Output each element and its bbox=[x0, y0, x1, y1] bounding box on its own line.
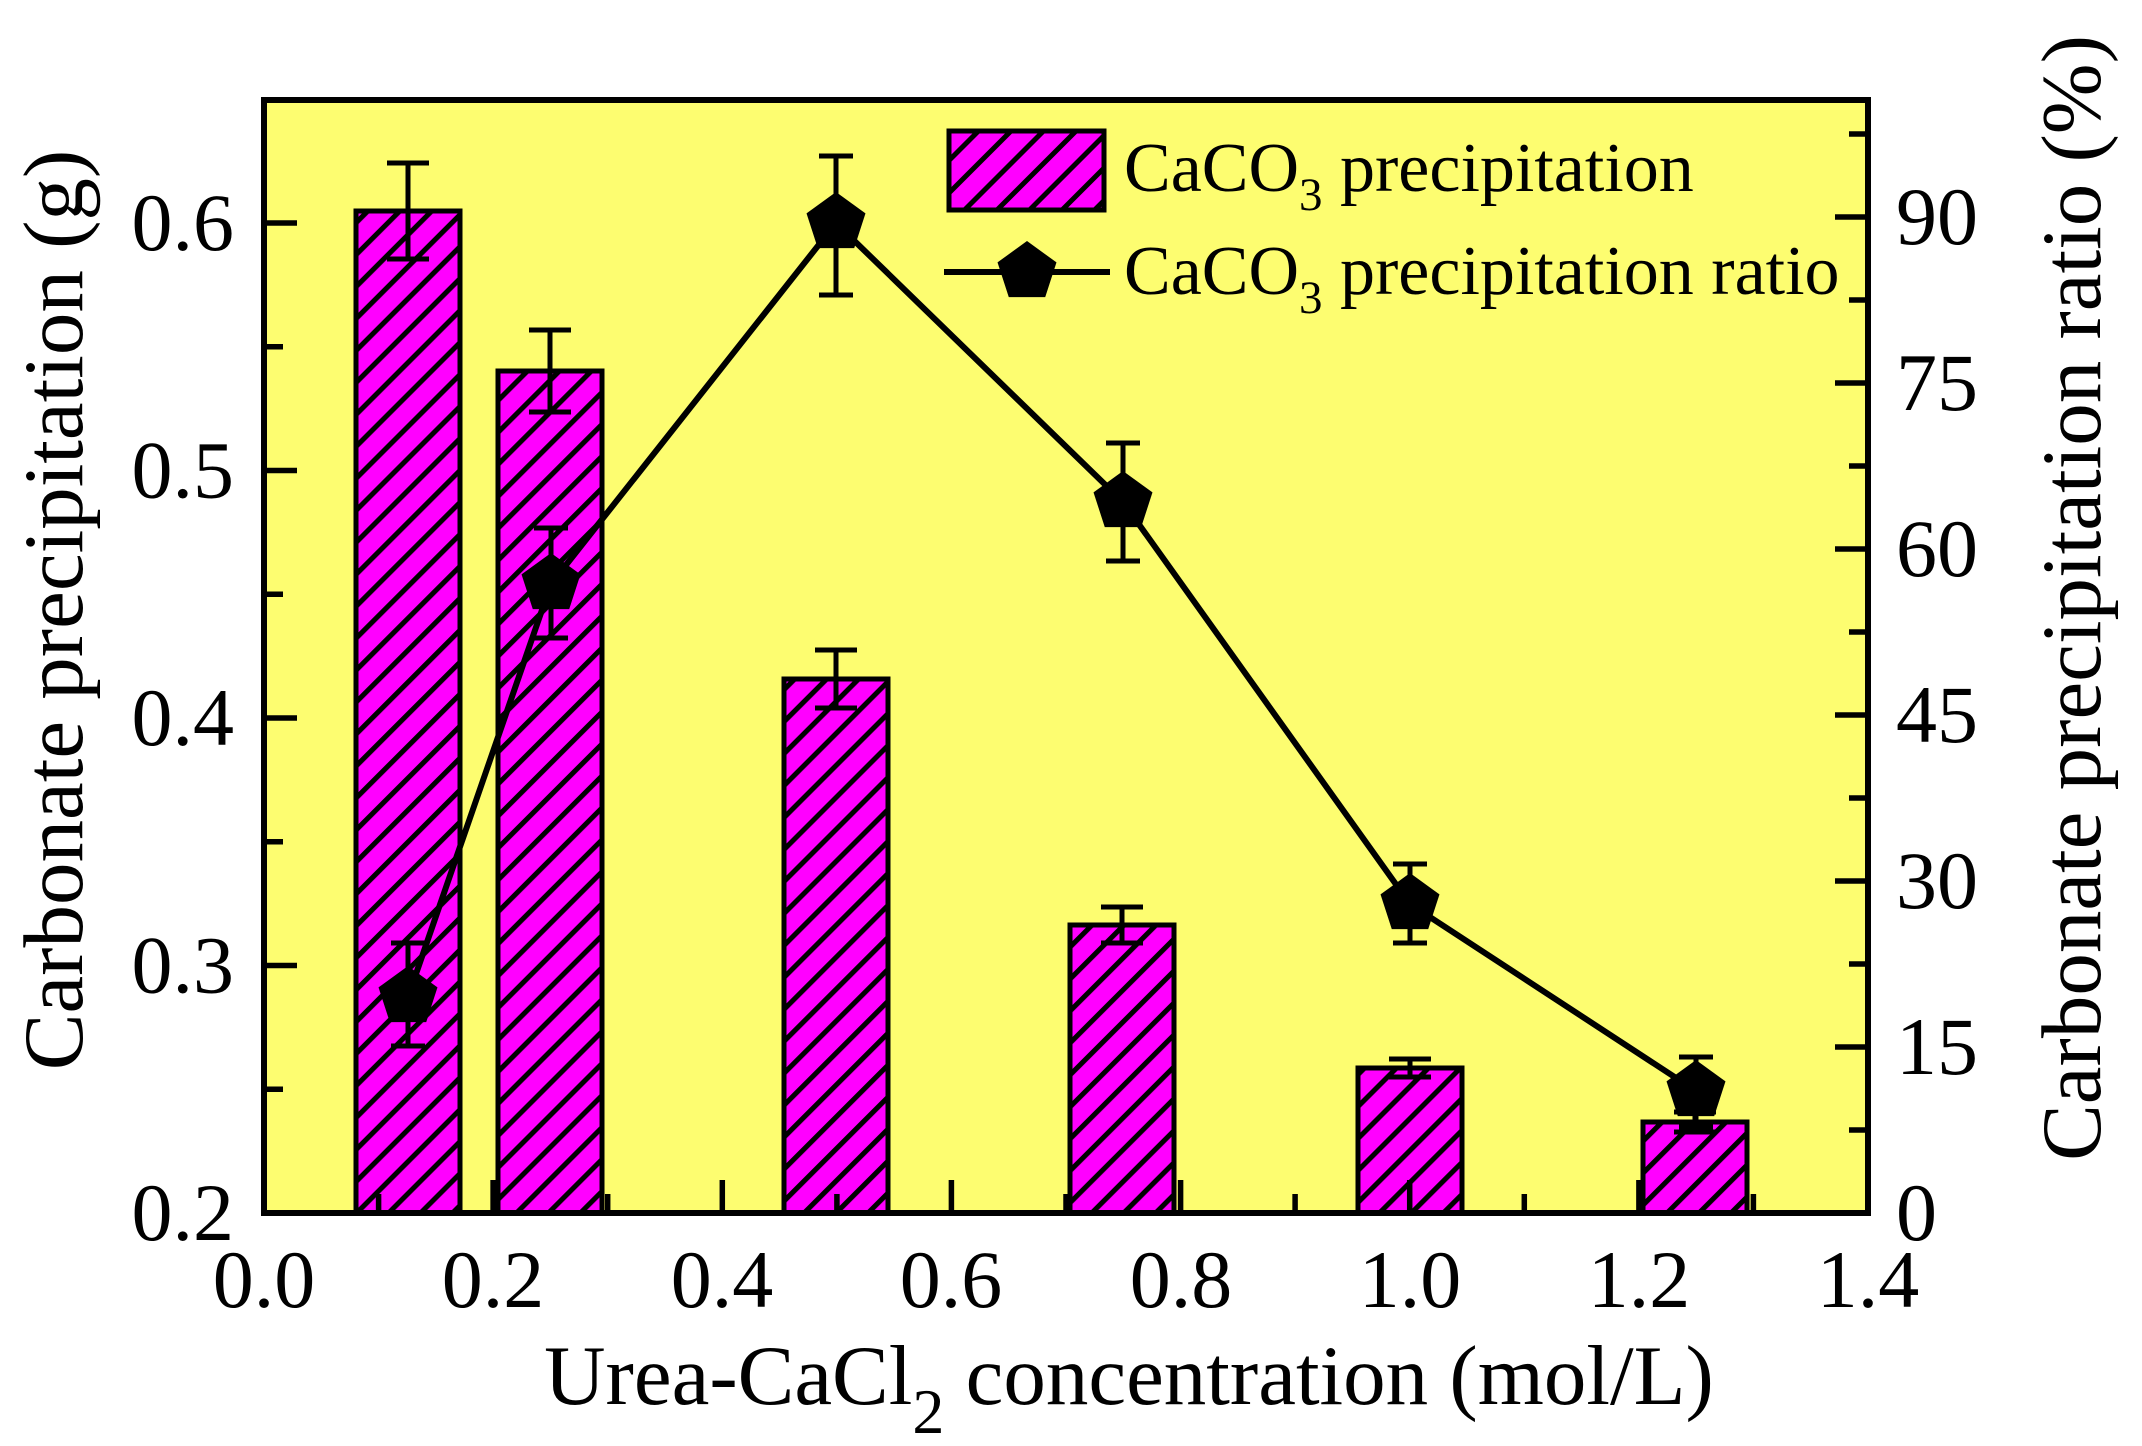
svg-text:1.2: 1.2 bbox=[1588, 1234, 1691, 1325]
svg-text:0.8: 0.8 bbox=[1130, 1234, 1233, 1325]
svg-text:45: 45 bbox=[1896, 669, 1978, 760]
svg-text:Carbonate precipitation (g): Carbonate precipitation (g) bbox=[7, 150, 101, 1070]
svg-text:CaCO3 precipitation ratio: CaCO3 precipitation ratio bbox=[1124, 233, 1840, 324]
svg-text:0.0: 0.0 bbox=[213, 1234, 316, 1325]
svg-text:0.3: 0.3 bbox=[132, 920, 235, 1011]
svg-text:Carbonate precipitation ratio: Carbonate precipitation ratio (%) bbox=[2025, 35, 2119, 1161]
svg-text:Urea-CaCl2 concentration (mol/: Urea-CaCl2 concentration (mol/L) bbox=[544, 1329, 1714, 1446]
svg-text:15: 15 bbox=[1896, 1001, 1978, 1092]
svg-text:1.0: 1.0 bbox=[1359, 1234, 1462, 1325]
svg-text:CaCO3 precipitation: CaCO3 precipitation bbox=[1124, 130, 1694, 221]
svg-text:0.2: 0.2 bbox=[442, 1234, 545, 1325]
svg-text:0.5: 0.5 bbox=[132, 425, 235, 516]
svg-text:30: 30 bbox=[1896, 835, 1978, 926]
svg-text:0.4: 0.4 bbox=[671, 1234, 774, 1325]
svg-text:75: 75 bbox=[1896, 337, 1978, 428]
svg-text:0.2: 0.2 bbox=[132, 1167, 235, 1258]
svg-text:0.4: 0.4 bbox=[132, 672, 235, 763]
svg-text:60: 60 bbox=[1896, 503, 1978, 594]
svg-text:90: 90 bbox=[1896, 171, 1978, 262]
svg-text:0.6: 0.6 bbox=[132, 177, 235, 268]
svg-text:0.6: 0.6 bbox=[900, 1234, 1003, 1325]
svg-text:0: 0 bbox=[1896, 1167, 1937, 1258]
svg-text:1.4: 1.4 bbox=[1817, 1234, 1920, 1325]
